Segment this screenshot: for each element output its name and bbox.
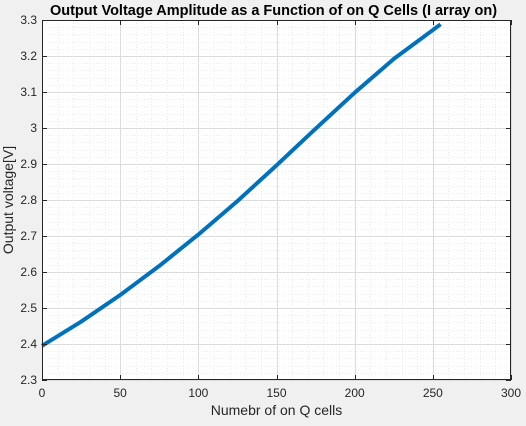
x-tick-label: 100 [188, 386, 208, 400]
y-tick-label: 3.3 [20, 13, 37, 27]
y-tick-labels: 2.3 2.4 2.5 2.6 2.7 2.8 2.9 3 3.1 3.2 3.3 [20, 13, 37, 387]
y-axis-label: Output voltage[V] [0, 146, 16, 254]
y-tick-label: 2.9 [20, 157, 37, 171]
x-tick-label: 150 [266, 386, 286, 400]
y-tick-label: 2.7 [20, 229, 37, 243]
series-layer [40, 22, 442, 348]
y-tick-label: 3.2 [20, 49, 37, 63]
x-axis-label: Numebr of on Q cells [211, 402, 343, 418]
y-tick-label: 3 [30, 121, 37, 135]
y-tick-label: 2.4 [20, 337, 37, 351]
x-tick-label: 200 [345, 386, 365, 400]
y-tick-label: 2.5 [20, 301, 37, 315]
tick-marks [42, 20, 512, 381]
x-tick-labels: 0 50 100 150 200 250 300 [39, 386, 522, 400]
y-tick-label: 2.3 [20, 373, 37, 387]
series-line [40, 22, 442, 348]
x-tick-label: 250 [423, 386, 443, 400]
chart-title: Output Voltage Amplitude as a Function o… [50, 3, 497, 19]
x-tick-label: 50 [113, 386, 127, 400]
y-tick-label: 3.1 [20, 85, 37, 99]
x-tick-label: 300 [501, 386, 521, 400]
y-tick-label: 2.6 [20, 265, 37, 279]
x-tick-label: 0 [39, 386, 46, 400]
y-tick-label: 2.8 [20, 193, 37, 207]
